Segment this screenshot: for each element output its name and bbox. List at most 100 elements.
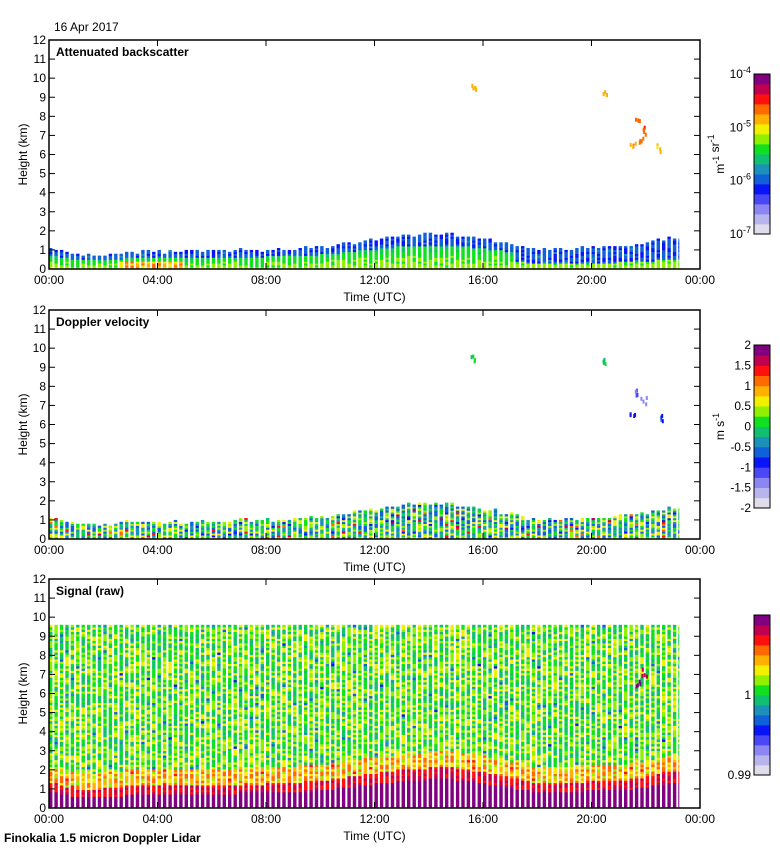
feature-cell <box>636 392 639 397</box>
heatmap-cell <box>249 259 254 262</box>
heatmap-cell <box>602 246 606 249</box>
heatmap-cell <box>347 527 351 530</box>
heatmap-cell <box>374 535 378 538</box>
heatmap-cell <box>461 537 465 540</box>
heatmap-cell <box>103 267 107 270</box>
heatmap-cell <box>662 523 666 526</box>
heatmap-cell <box>493 267 498 270</box>
heatmap-cell <box>141 734 145 738</box>
heatmap-cell <box>125 253 129 256</box>
heatmap-cell <box>87 659 91 662</box>
heatmap-cell <box>114 643 118 646</box>
heatmap-cell <box>510 249 514 253</box>
heatmap-cell <box>369 259 373 262</box>
heatmap-cell <box>309 248 313 251</box>
heatmap-cell <box>157 656 161 660</box>
heatmap-cell <box>298 531 302 534</box>
heatmap-cell <box>184 249 188 253</box>
heatmap-cell <box>352 527 357 530</box>
heatmap-cell <box>87 631 91 635</box>
heatmap-cell <box>645 518 650 521</box>
x-tick-label: 00:00 <box>34 543 64 557</box>
colorbar-swatch <box>754 104 770 115</box>
heatmap-cell <box>526 249 530 253</box>
heatmap-cell <box>103 700 107 703</box>
heatmap-cell <box>483 523 487 526</box>
heatmap-cell <box>141 732 145 735</box>
heatmap-cell <box>141 711 145 715</box>
heatmap-cell <box>586 531 590 534</box>
heatmap-cell <box>602 257 606 260</box>
heatmap-cell <box>152 755 156 758</box>
heatmap-cell <box>162 668 167 671</box>
heatmap-cell <box>656 246 660 249</box>
heatmap-cell <box>173 255 178 258</box>
heatmap-cell <box>667 512 671 515</box>
feature-cell <box>661 419 664 424</box>
heatmap-cell <box>450 523 454 526</box>
heatmap-cell <box>108 531 113 534</box>
heatmap-cell <box>662 257 666 260</box>
heatmap-cell <box>135 714 140 717</box>
heatmap-cell <box>396 263 400 266</box>
heatmap-cell <box>141 251 145 254</box>
heatmap-cell <box>152 764 156 768</box>
heatmap-cell <box>130 716 134 719</box>
heatmap-cell <box>287 265 292 268</box>
heatmap-cell <box>97 686 102 690</box>
heatmap-cell <box>548 523 552 526</box>
heatmap-cell <box>108 743 113 747</box>
heatmap-cell <box>553 519 557 523</box>
heatmap-cell <box>417 263 422 266</box>
heatmap-cell <box>293 265 297 268</box>
heatmap-cell <box>125 684 129 687</box>
heatmap-cell <box>662 246 666 249</box>
heatmap-cell <box>488 261 492 264</box>
heatmap-cell <box>369 249 373 253</box>
heatmap-cell <box>537 525 541 528</box>
heatmap-cell <box>119 672 123 676</box>
heatmap-cell <box>162 748 167 752</box>
heatmap-cell <box>70 711 75 715</box>
heatmap-cell <box>396 531 400 534</box>
heatmap-cell <box>428 516 433 519</box>
heatmap-cell <box>618 259 622 262</box>
heatmap-cell <box>314 251 319 254</box>
heatmap-cell <box>575 537 579 540</box>
heatmap-cell <box>558 537 563 540</box>
heatmap-cell <box>162 263 167 266</box>
heatmap-cell <box>531 529 536 532</box>
heatmap-cell <box>586 257 590 260</box>
heatmap-cell <box>130 769 134 772</box>
heatmap-cell <box>141 527 145 530</box>
heatmap-cell <box>108 670 113 674</box>
heatmap-cell <box>412 518 416 521</box>
y-tick-label: 8 <box>39 109 46 123</box>
heatmap-cell <box>87 739 91 742</box>
heatmap-cell <box>54 734 58 738</box>
heatmap-cell <box>596 535 601 538</box>
heatmap-cell <box>417 240 422 243</box>
heatmap-cell <box>146 249 151 253</box>
heatmap-cell <box>276 257 281 260</box>
heatmap-cell <box>537 253 541 256</box>
heatmap-cell <box>634 259 639 262</box>
heatmap-cell <box>396 265 400 268</box>
heatmap-cell <box>59 265 64 268</box>
x-tick-label: 20:00 <box>576 273 606 287</box>
heatmap-cell <box>76 785 80 788</box>
heatmap-cell <box>417 525 422 528</box>
heatmap-cell <box>548 257 552 260</box>
heatmap-cell <box>130 652 134 655</box>
heatmap-cell <box>157 785 161 788</box>
heatmap-cell <box>173 787 178 790</box>
heatmap-cell <box>526 263 530 266</box>
heatmap-cell <box>70 734 75 738</box>
heatmap-cell <box>92 523 96 526</box>
heatmap-cell <box>222 263 226 266</box>
heatmap-cell <box>152 766 156 770</box>
heatmap-cell <box>591 255 595 258</box>
heatmap-cell <box>157 523 161 526</box>
heatmap-cell <box>678 525 680 528</box>
heatmap-cell <box>49 654 53 658</box>
